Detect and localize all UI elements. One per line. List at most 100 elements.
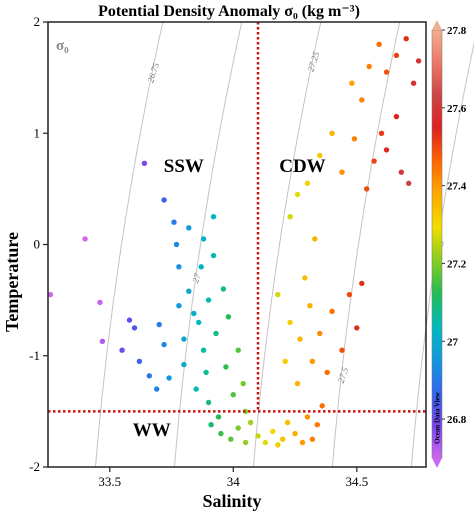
data-point [181, 336, 187, 342]
data-point [317, 330, 323, 337]
data-point [82, 236, 88, 242]
data-point [371, 158, 377, 164]
data-point [186, 225, 192, 231]
data-point [223, 364, 229, 370]
data-point [366, 63, 372, 70]
data-point [383, 147, 390, 153]
data-point [304, 180, 311, 186]
data-point [292, 430, 298, 437]
region-label: WW [133, 420, 171, 441]
isopycnal-line [173, 21, 243, 468]
data-point [97, 299, 103, 306]
data-point [359, 97, 365, 103]
data-point [146, 373, 152, 379]
data-point [242, 408, 249, 415]
data-point [383, 69, 390, 75]
data-point [205, 297, 212, 303]
data-point [154, 386, 160, 392]
isopycnal-label: 27 [190, 272, 202, 284]
isopycnal-line [252, 21, 322, 468]
data-point [378, 130, 385, 136]
data-point [255, 433, 261, 439]
data-point [166, 375, 172, 381]
region-labels: SSW CDW WW [133, 156, 326, 441]
sigma-label: σ₀ [56, 38, 69, 54]
odv-watermark: Ocean Data View [434, 391, 442, 444]
data-point [287, 319, 293, 326]
data-point [171, 219, 177, 225]
data-point [230, 392, 236, 398]
y-tick-label: 0 [34, 237, 41, 252]
data-point [284, 419, 291, 426]
data-point [235, 425, 241, 431]
data-point [203, 369, 209, 376]
x-tick-label: 33.5 [98, 474, 121, 489]
colorbar: 26.8 27 27.2 27.4 27.6 27.8 Ocean Data View [431, 20, 467, 468]
data-point [141, 160, 148, 166]
colorbar-bottom-arrow [432, 458, 442, 468]
data-point [275, 291, 281, 298]
data-point [346, 291, 353, 298]
data-point [220, 286, 227, 292]
data-point [351, 136, 358, 142]
data-point [319, 403, 325, 409]
data-point [307, 303, 313, 309]
y-tick-label: -2 [29, 459, 40, 474]
colorbar-top-arrow [432, 20, 442, 30]
data-point [280, 436, 286, 442]
data-point [181, 361, 187, 368]
x-axis-ticks: 33.5 34 34.5 [98, 467, 368, 489]
y-tick-label: 1 [34, 125, 41, 140]
data-point [200, 236, 207, 242]
data-point [376, 41, 382, 47]
x-tick-label: 34.5 [345, 474, 368, 489]
data-point [309, 436, 316, 442]
data-point [210, 252, 217, 259]
data-point [99, 338, 106, 344]
data-point [329, 130, 335, 136]
data-point [173, 241, 180, 248]
data-point [215, 414, 222, 420]
data-point [176, 264, 182, 270]
x-tick-label: 34 [227, 474, 241, 489]
data-point [186, 288, 192, 294]
plot-frame [47, 21, 427, 468]
x-axis-label: Salinity [202, 491, 261, 511]
data-point [403, 36, 409, 42]
data-point [242, 439, 249, 446]
data-point [393, 52, 400, 59]
colorbar-tick-label: 27.6 [447, 103, 467, 115]
colorbar-tick-label: 27.8 [447, 25, 467, 37]
data-point [275, 442, 281, 448]
data-point [406, 180, 412, 186]
data-point [302, 275, 308, 281]
data-point [317, 152, 323, 159]
data-point [415, 58, 422, 64]
y-axis-label: Temperature [2, 232, 22, 332]
data-point [193, 386, 199, 392]
data-point [228, 436, 234, 442]
data-point [213, 330, 219, 337]
colorbar-tick-label: 27 [447, 336, 459, 348]
colorbar-tick-label: 26.8 [447, 414, 467, 426]
data-point [136, 358, 143, 364]
isopycnal-label: 27.25 [306, 50, 322, 73]
data-point [398, 169, 404, 175]
data-point [309, 358, 316, 364]
data-point [354, 325, 360, 331]
region-label: SSW [164, 156, 204, 177]
data-point [225, 314, 232, 320]
data-point [156, 321, 162, 328]
isopycnal-label: 27.5 [336, 366, 351, 385]
data-point [287, 214, 293, 220]
data-point [247, 419, 254, 426]
data-point [410, 80, 417, 86]
data-point [196, 319, 202, 326]
divider-lines [48, 22, 426, 413]
data-point [359, 280, 365, 287]
data-point [161, 341, 167, 348]
isopycnal-line [331, 21, 401, 468]
data-point [200, 347, 207, 353]
data-point [210, 214, 217, 220]
